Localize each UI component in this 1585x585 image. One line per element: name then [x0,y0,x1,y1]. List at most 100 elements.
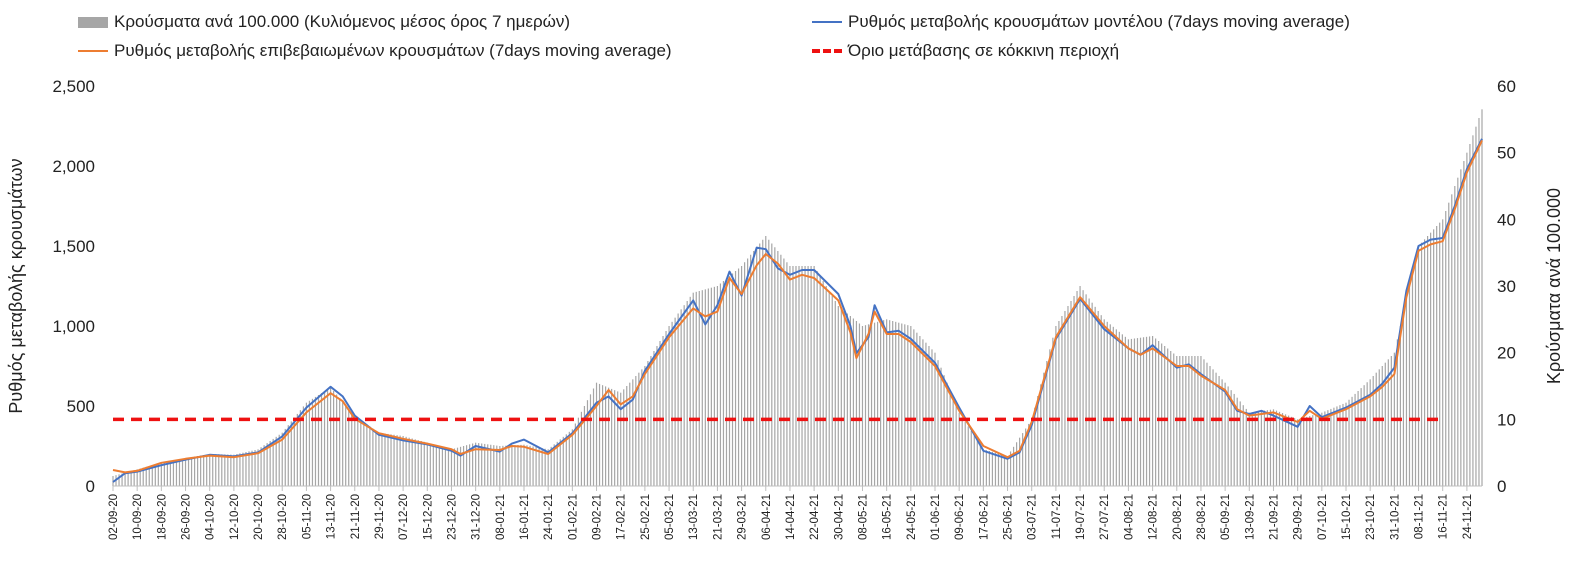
bar [257,449,259,486]
bar [601,385,604,486]
bar [1257,411,1259,486]
bar [1115,329,1117,486]
bar [420,441,422,486]
bar [731,273,734,486]
bar [895,321,897,486]
bar [336,394,338,486]
bar [976,440,978,486]
bar [1025,428,1027,486]
bar [762,239,764,486]
bar [1354,393,1356,486]
x-tick-label: 21-11-20 [350,494,362,539]
bar [1064,311,1066,486]
x-tick-label: 11-07-21 [1051,494,1063,539]
bar [363,422,365,486]
bar [287,425,289,486]
bar [695,291,697,486]
bar [160,462,162,486]
bar [1085,294,1087,486]
bar [988,451,990,486]
x-tick-label: 29-09-21 [1293,494,1305,540]
chart-legend: Κρούσματα ανά 100.000 (Κυλιόμενος μέσος … [0,0,1585,70]
bar [1327,410,1329,486]
y-tick-label-left: 2,500 [52,77,95,96]
bar [1073,296,1075,486]
bar [1369,379,1371,486]
bar [1188,356,1190,486]
bar [124,472,126,486]
bar [248,451,250,486]
x-tick-label: 02-09-20 [108,494,120,540]
bar [233,454,235,486]
bar [212,454,214,486]
x-tick-label: 01-02-21 [567,494,579,540]
x-tick-label: 06-04-21 [761,494,773,540]
bar [251,450,253,486]
bar [580,411,583,486]
bar [151,465,153,486]
bar [559,439,561,486]
bar [166,461,168,486]
bar [1463,161,1465,486]
bar [1466,152,1468,487]
bar [402,436,404,486]
x-tick-label: 08-01-21 [495,494,507,540]
bar [765,236,767,486]
bar [435,445,437,486]
bar [1088,298,1090,486]
bar [898,322,900,486]
x-tick-label: 26-09-20 [181,494,193,540]
bar [994,452,997,486]
bar [565,434,567,486]
bar [683,305,685,486]
bar [916,332,918,486]
bar [780,254,782,486]
bar [620,392,622,486]
bar [883,320,885,486]
bar [227,454,229,486]
legend-swatch-bars [78,16,108,28]
bar [919,336,921,486]
bar [873,322,876,486]
bar [484,443,486,486]
bar [544,448,546,486]
bar [867,324,870,486]
bar [701,290,703,486]
bar [1052,337,1054,486]
bar [405,436,407,486]
bar [345,405,347,486]
bar [1242,405,1244,486]
legend-swatch-orange-line [78,50,108,52]
bar [496,445,498,486]
bar [1405,299,1408,486]
bar [786,262,788,486]
bar [375,430,377,486]
bar [1381,366,1383,486]
bar [532,446,534,486]
bar [1118,331,1120,486]
bar [1248,412,1250,486]
bar [1124,336,1126,486]
bar [586,400,589,486]
bar [260,447,262,486]
bar [1411,272,1414,486]
bar [278,434,280,486]
x-tick-label: 09-06-21 [954,494,966,540]
bar [1420,242,1423,486]
bar [317,395,320,486]
bar [1121,334,1123,486]
bar [952,397,954,486]
bar [1375,372,1377,486]
bar [502,445,504,486]
bar [934,352,936,486]
bar [1034,407,1036,486]
legend-item-confirmed-rate: Ρυθμός μεταβολής επιβεβαιωμένων κρουσμάτ… [78,41,672,61]
bar [444,447,447,486]
legend-label: Ρυθμός μεταβολής κρουσμάτων μοντέλου (7d… [848,12,1350,31]
x-tick-label: 24-01-21 [543,494,555,540]
bar [456,447,459,486]
x-tick-label: 21-09-21 [1268,494,1280,540]
bar [614,390,616,486]
bar [206,454,208,486]
bar [611,388,613,486]
